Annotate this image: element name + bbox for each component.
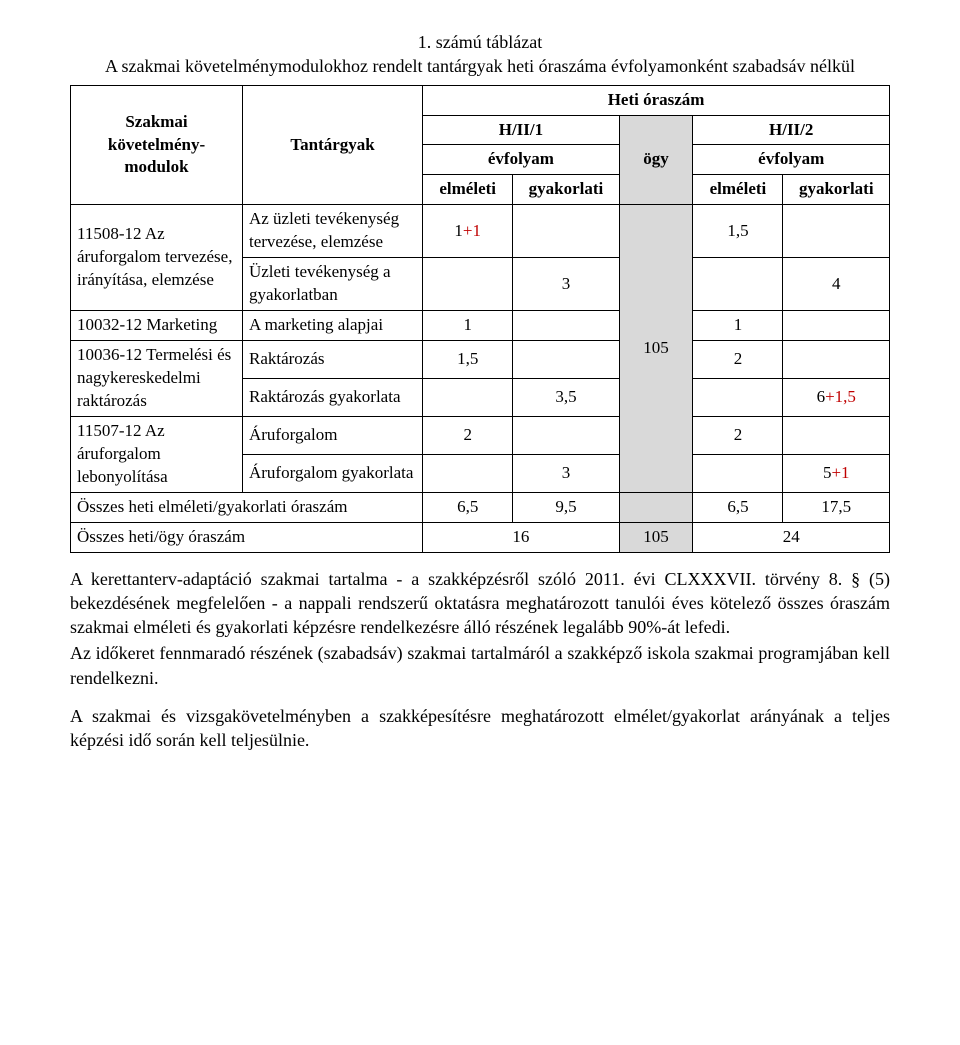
- hdr-elm1: elméleti: [423, 175, 513, 205]
- cell-mod: 11507-12 Az áruforgalom lebonyolítása: [71, 416, 243, 492]
- total-ogy-blank: [619, 492, 693, 522]
- cell-val: [513, 341, 619, 379]
- paragraph-3: A szakmai és vizsgakövetelményben a szak…: [70, 704, 890, 753]
- cell-val: 3: [513, 454, 619, 492]
- hdr-heti-oraszam: Heti óraszám: [423, 85, 890, 115]
- cell-val: 1,5: [693, 205, 783, 258]
- cell-val: 1: [423, 311, 513, 341]
- cell-val: 1: [693, 311, 783, 341]
- cell-mod: 10032-12 Marketing: [71, 311, 243, 341]
- cell-val: 5+1: [783, 454, 890, 492]
- table-row: 10032-12 Marketing A marketing alapjai 1…: [71, 311, 890, 341]
- cell-val: [783, 341, 890, 379]
- cell-mod: 11508-12 Az áruforgalom tervezése, irány…: [71, 205, 243, 311]
- table-total-row: Összes heti/ögy óraszám 16 105 24: [71, 522, 890, 552]
- cell-val: [423, 378, 513, 416]
- cell-val: 2: [693, 416, 783, 454]
- total-val: 16: [423, 522, 620, 552]
- cell-val: 1,5: [423, 341, 513, 379]
- cell-val: 3,5: [513, 378, 619, 416]
- cell-val: [693, 454, 783, 492]
- cell-val: 4: [783, 258, 890, 311]
- total-val: 17,5: [783, 492, 890, 522]
- cell-ogy: 105: [619, 205, 693, 492]
- cell-val: 1+1: [423, 205, 513, 258]
- cell-val: 6+1,5: [783, 378, 890, 416]
- cell-sub: Az üzleti tevékenység tervezése, elemzés…: [242, 205, 422, 258]
- title-line-2: A szakmai követelménymodulokhoz rendelt …: [70, 54, 890, 78]
- val-red: +1: [831, 463, 849, 482]
- hdr-modulok: Szakmai követelmény-modulok: [71, 85, 243, 205]
- table-row: 11507-12 Az áruforgalom lebonyolítása Ár…: [71, 416, 890, 454]
- total-ogy-val: 105: [619, 522, 693, 552]
- title-line-1: 1. számú táblázat: [70, 30, 890, 54]
- total-val: 6,5: [423, 492, 513, 522]
- hdr-evf1: évfolyam: [423, 145, 620, 175]
- cell-sub: Áruforgalom: [242, 416, 422, 454]
- hdr-gyak1: gyakorlati: [513, 175, 619, 205]
- cell-val: [513, 311, 619, 341]
- total-val: 9,5: [513, 492, 619, 522]
- total-val: 6,5: [693, 492, 783, 522]
- cell-sub: Áruforgalom gyakorlata: [242, 454, 422, 492]
- val-red: +1: [463, 221, 481, 240]
- table-row: 10036-12 Termelési és nagykereskedelmi r…: [71, 341, 890, 379]
- hdr-evf2: évfolyam: [693, 145, 890, 175]
- val-red: +1,5: [825, 387, 856, 406]
- cell-val: [693, 258, 783, 311]
- cell-mod: 10036-12 Termelési és nagykereskedelmi r…: [71, 341, 243, 417]
- cell-val: 2: [423, 416, 513, 454]
- cell-val: [513, 416, 619, 454]
- paragraph-1: A kerettanterv-adaptáció szakmai tartalm…: [70, 567, 890, 640]
- schedule-table: Szakmai követelmény-modulok Tantárgyak H…: [70, 85, 890, 553]
- cell-sub: A marketing alapjai: [242, 311, 422, 341]
- cell-val: [693, 378, 783, 416]
- document-page: 1. számú táblázat A szakmai követelménym…: [0, 0, 960, 793]
- cell-val: 2: [693, 341, 783, 379]
- table-title: 1. számú táblázat A szakmai követelménym…: [70, 30, 890, 79]
- hdr-h2: H/II/2: [693, 115, 890, 145]
- cell-sub: Üzleti tevékenység a gyakorlatban: [242, 258, 422, 311]
- hdr-tantargyak: Tantárgyak: [242, 85, 422, 205]
- cell-val: [783, 205, 890, 258]
- cell-val: [783, 416, 890, 454]
- hdr-elm2: elméleti: [693, 175, 783, 205]
- hdr-ogy: ögy: [619, 115, 693, 205]
- cell-val: [423, 454, 513, 492]
- cell-val: [783, 311, 890, 341]
- table-header-row: Szakmai követelmény-modulok Tantárgyak H…: [71, 85, 890, 115]
- cell-sub: Raktározás gyakorlata: [242, 378, 422, 416]
- cell-val: [423, 258, 513, 311]
- total-label: Összes heti/ögy óraszám: [71, 522, 423, 552]
- table-row: 11508-12 Az áruforgalom tervezése, irány…: [71, 205, 890, 258]
- hdr-gyak2: gyakorlati: [783, 175, 890, 205]
- table-total-row: Összes heti elméleti/gyakorlati óraszám …: [71, 492, 890, 522]
- cell-val: [513, 205, 619, 258]
- cell-val: 3: [513, 258, 619, 311]
- total-label: Összes heti elméleti/gyakorlati óraszám: [71, 492, 423, 522]
- val-part: 1: [454, 221, 463, 240]
- cell-sub: Raktározás: [242, 341, 422, 379]
- total-val: 24: [693, 522, 890, 552]
- paragraph-2: Az időkeret fennmaradó részének (szabads…: [70, 641, 890, 690]
- hdr-h1: H/II/1: [423, 115, 620, 145]
- val-part: 6: [817, 387, 826, 406]
